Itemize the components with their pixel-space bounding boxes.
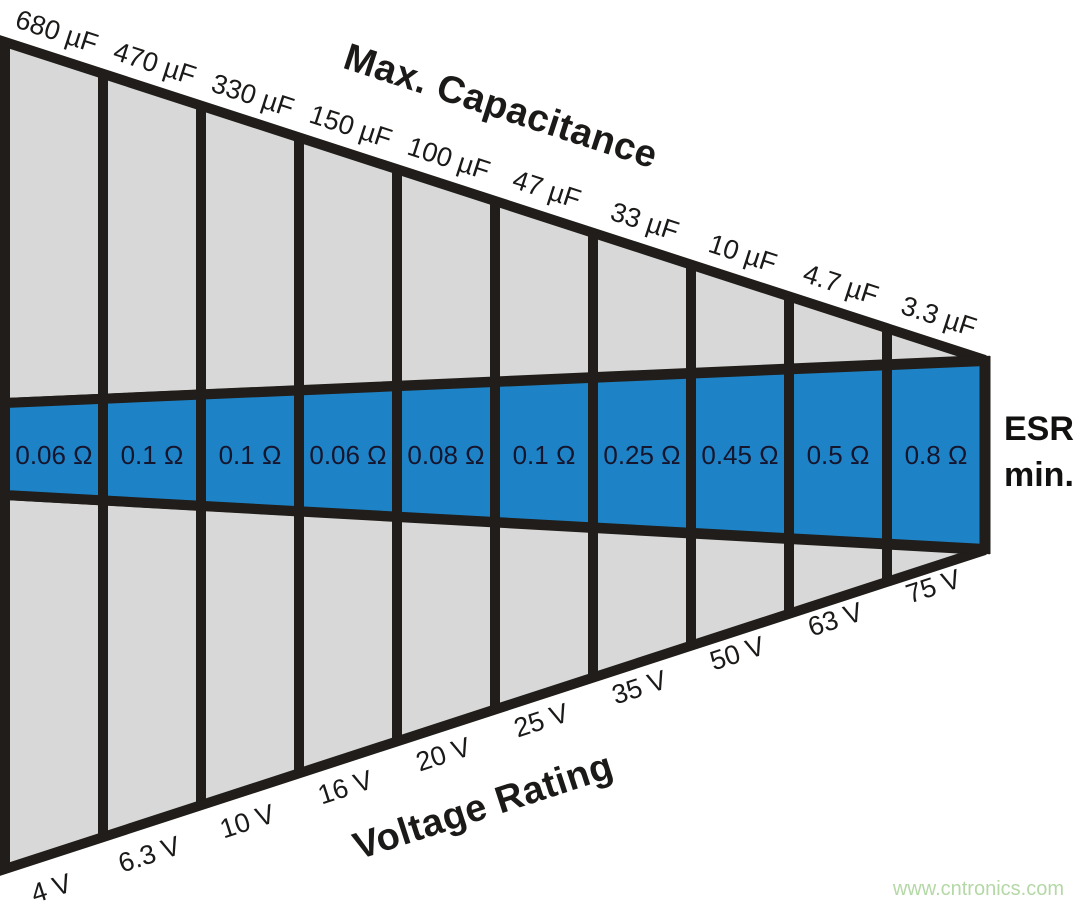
voltage-label: 10 V (216, 799, 278, 845)
column-dividers (98, 73, 892, 838)
esr-value-label: 0.25 Ω (603, 440, 680, 470)
esr-value-label: 0.1 Ω (219, 440, 282, 470)
voltage-label: 6.3 V (115, 830, 184, 878)
esr-value-label: 0.1 Ω (121, 440, 184, 470)
esr-value-label: 0.5 Ω (807, 440, 870, 470)
esr-min-label-line2: min. (1004, 456, 1074, 494)
esr-value-labels: 0.06 Ω 0.1 Ω 0.1 Ω 0.06 Ω 0.08 Ω 0.1 Ω 0… (15, 440, 967, 470)
esr-value-label: 0.06 Ω (309, 440, 386, 470)
watermark: www.cntronics.com (892, 878, 1064, 900)
voltage-label: 4 V (27, 868, 75, 909)
esr-value-label: 0.08 Ω (407, 440, 484, 470)
voltage-label: 16 V (314, 765, 376, 811)
voltage-rating-title: Voltage Rating (348, 745, 618, 868)
max-capacitance-title: Max. Capacitance (339, 36, 663, 177)
esr-value-label: 0.06 Ω (15, 440, 92, 470)
esr-value-label: 0.1 Ω (513, 440, 576, 470)
esr-value-label: 0.45 Ω (701, 440, 778, 470)
esr-min-label: ESR min. (1004, 410, 1074, 494)
esr-value-label: 0.8 Ω (905, 440, 968, 470)
esr-min-label-line1: ESR (1004, 410, 1074, 448)
